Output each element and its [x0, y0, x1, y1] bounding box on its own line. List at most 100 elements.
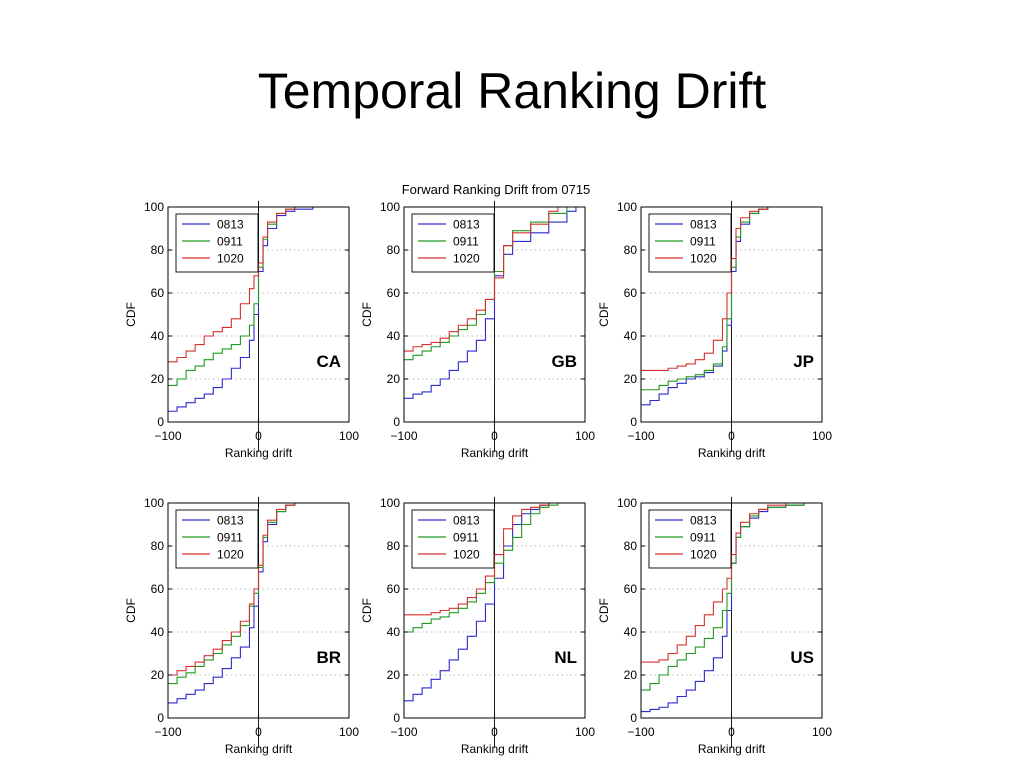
y-axis-label: CDF	[597, 302, 611, 327]
y-axis-label: CDF	[360, 598, 374, 623]
legend-label-0911: 0911	[453, 235, 479, 249]
x-axis-label: Ranking drift	[461, 446, 529, 460]
y-tick-label: 80	[387, 539, 401, 553]
legend-label-0813: 0813	[453, 514, 480, 528]
legend-label-0813: 0813	[217, 218, 244, 232]
y-tick-label: 40	[151, 329, 165, 343]
y-tick-label: 100	[380, 496, 400, 510]
y-tick-label: 0	[157, 415, 164, 429]
series-line-1020	[168, 207, 349, 363]
y-tick-label: 40	[624, 625, 638, 639]
y-tick-label: 80	[624, 243, 638, 257]
panel-label: JP	[793, 352, 814, 371]
y-tick-label: 60	[624, 286, 638, 300]
y-tick-label: 20	[151, 372, 165, 386]
y-tick-label: 20	[387, 372, 401, 386]
x-tick-label: 0	[491, 725, 498, 739]
y-tick-label: 60	[151, 582, 165, 596]
legend-label-1020: 1020	[690, 548, 717, 562]
y-tick-label: 60	[387, 286, 401, 300]
legend: 0813 0911 1020	[175, 509, 259, 569]
panel-label: BR	[316, 648, 341, 667]
legend-label-0813: 0813	[453, 218, 480, 232]
x-axis-label: Ranking drift	[698, 742, 766, 756]
legend: 0813 0911 1020	[175, 213, 259, 273]
x-tick-label: 0	[255, 429, 262, 443]
y-tick-label: 60	[151, 286, 165, 300]
legend-label-1020: 1020	[453, 548, 480, 562]
y-tick-label: 100	[380, 200, 400, 214]
figure-suptitle: Forward Ranking Drift from 0715	[402, 182, 591, 197]
legend-label-1020: 1020	[690, 252, 717, 266]
legend: 0813 0911 1020	[411, 213, 495, 273]
series-line-0813	[168, 207, 349, 412]
x-tick-label: 100	[339, 725, 359, 739]
legend-label-0911: 0911	[217, 531, 243, 545]
series-line-0813	[404, 503, 585, 702]
slide-title: Temporal Ranking Drift	[257, 63, 767, 119]
legend-label-0911: 0911	[690, 235, 716, 249]
legend-label-0813: 0813	[690, 514, 717, 528]
series-line-1020	[641, 503, 822, 663]
legend: 0813 0911 1020	[648, 509, 732, 569]
x-axis-label: Ranking drift	[225, 742, 293, 756]
y-tick-label: 80	[387, 243, 401, 257]
panel-label: US	[790, 648, 814, 667]
legend-label-1020: 1020	[217, 548, 244, 562]
y-tick-label: 60	[624, 582, 638, 596]
y-tick-label: 80	[151, 539, 165, 553]
series-line-1020	[168, 503, 349, 676]
x-tick-label: 0	[728, 429, 735, 443]
legend-label-0911: 0911	[453, 531, 479, 545]
y-tick-label: 0	[393, 711, 400, 725]
y-tick-label: 100	[144, 200, 164, 214]
y-tick-label: 20	[387, 668, 401, 682]
x-tick-label: 0	[255, 725, 262, 739]
series-line-0911	[168, 503, 349, 685]
y-axis-label: CDF	[360, 302, 374, 327]
series-line-0911	[404, 207, 585, 361]
y-tick-label: 0	[630, 415, 637, 429]
x-tick-label: −100	[627, 725, 654, 739]
x-axis-label: Ranking drift	[225, 446, 293, 460]
x-tick-label: 100	[812, 725, 832, 739]
x-tick-label: −100	[390, 725, 417, 739]
y-tick-label: 20	[151, 668, 165, 682]
y-tick-label: 40	[624, 329, 638, 343]
x-tick-label: −100	[154, 429, 181, 443]
y-tick-label: 80	[151, 243, 165, 257]
panel-label: GB	[552, 352, 578, 371]
y-tick-label: 40	[387, 329, 401, 343]
x-axis-label: Ranking drift	[698, 446, 766, 460]
y-tick-label: 40	[151, 625, 165, 639]
series-line-1020	[404, 503, 585, 616]
legend-label-0813: 0813	[690, 218, 717, 232]
y-axis-label: CDF	[124, 598, 138, 623]
y-tick-label: 100	[144, 496, 164, 510]
y-tick-label: 0	[157, 711, 164, 725]
x-tick-label: 0	[728, 725, 735, 739]
legend: 0813 0911 1020	[411, 509, 495, 569]
legend-label-1020: 1020	[217, 252, 244, 266]
x-axis-label: Ranking drift	[461, 742, 529, 756]
panel-label: NL	[554, 648, 577, 667]
legend: 0813 0911 1020	[648, 213, 732, 273]
y-tick-label: 20	[624, 668, 638, 682]
x-tick-label: 100	[575, 725, 595, 739]
x-tick-label: −100	[390, 429, 417, 443]
series-line-0813	[641, 503, 822, 713]
x-tick-label: −100	[154, 725, 181, 739]
series-line-0813	[404, 207, 585, 399]
x-tick-label: 0	[491, 429, 498, 443]
x-tick-label: 100	[339, 429, 359, 443]
x-tick-label: −100	[627, 429, 654, 443]
y-tick-label: 40	[387, 625, 401, 639]
x-tick-label: 100	[812, 429, 832, 443]
y-tick-label: 80	[624, 539, 638, 553]
